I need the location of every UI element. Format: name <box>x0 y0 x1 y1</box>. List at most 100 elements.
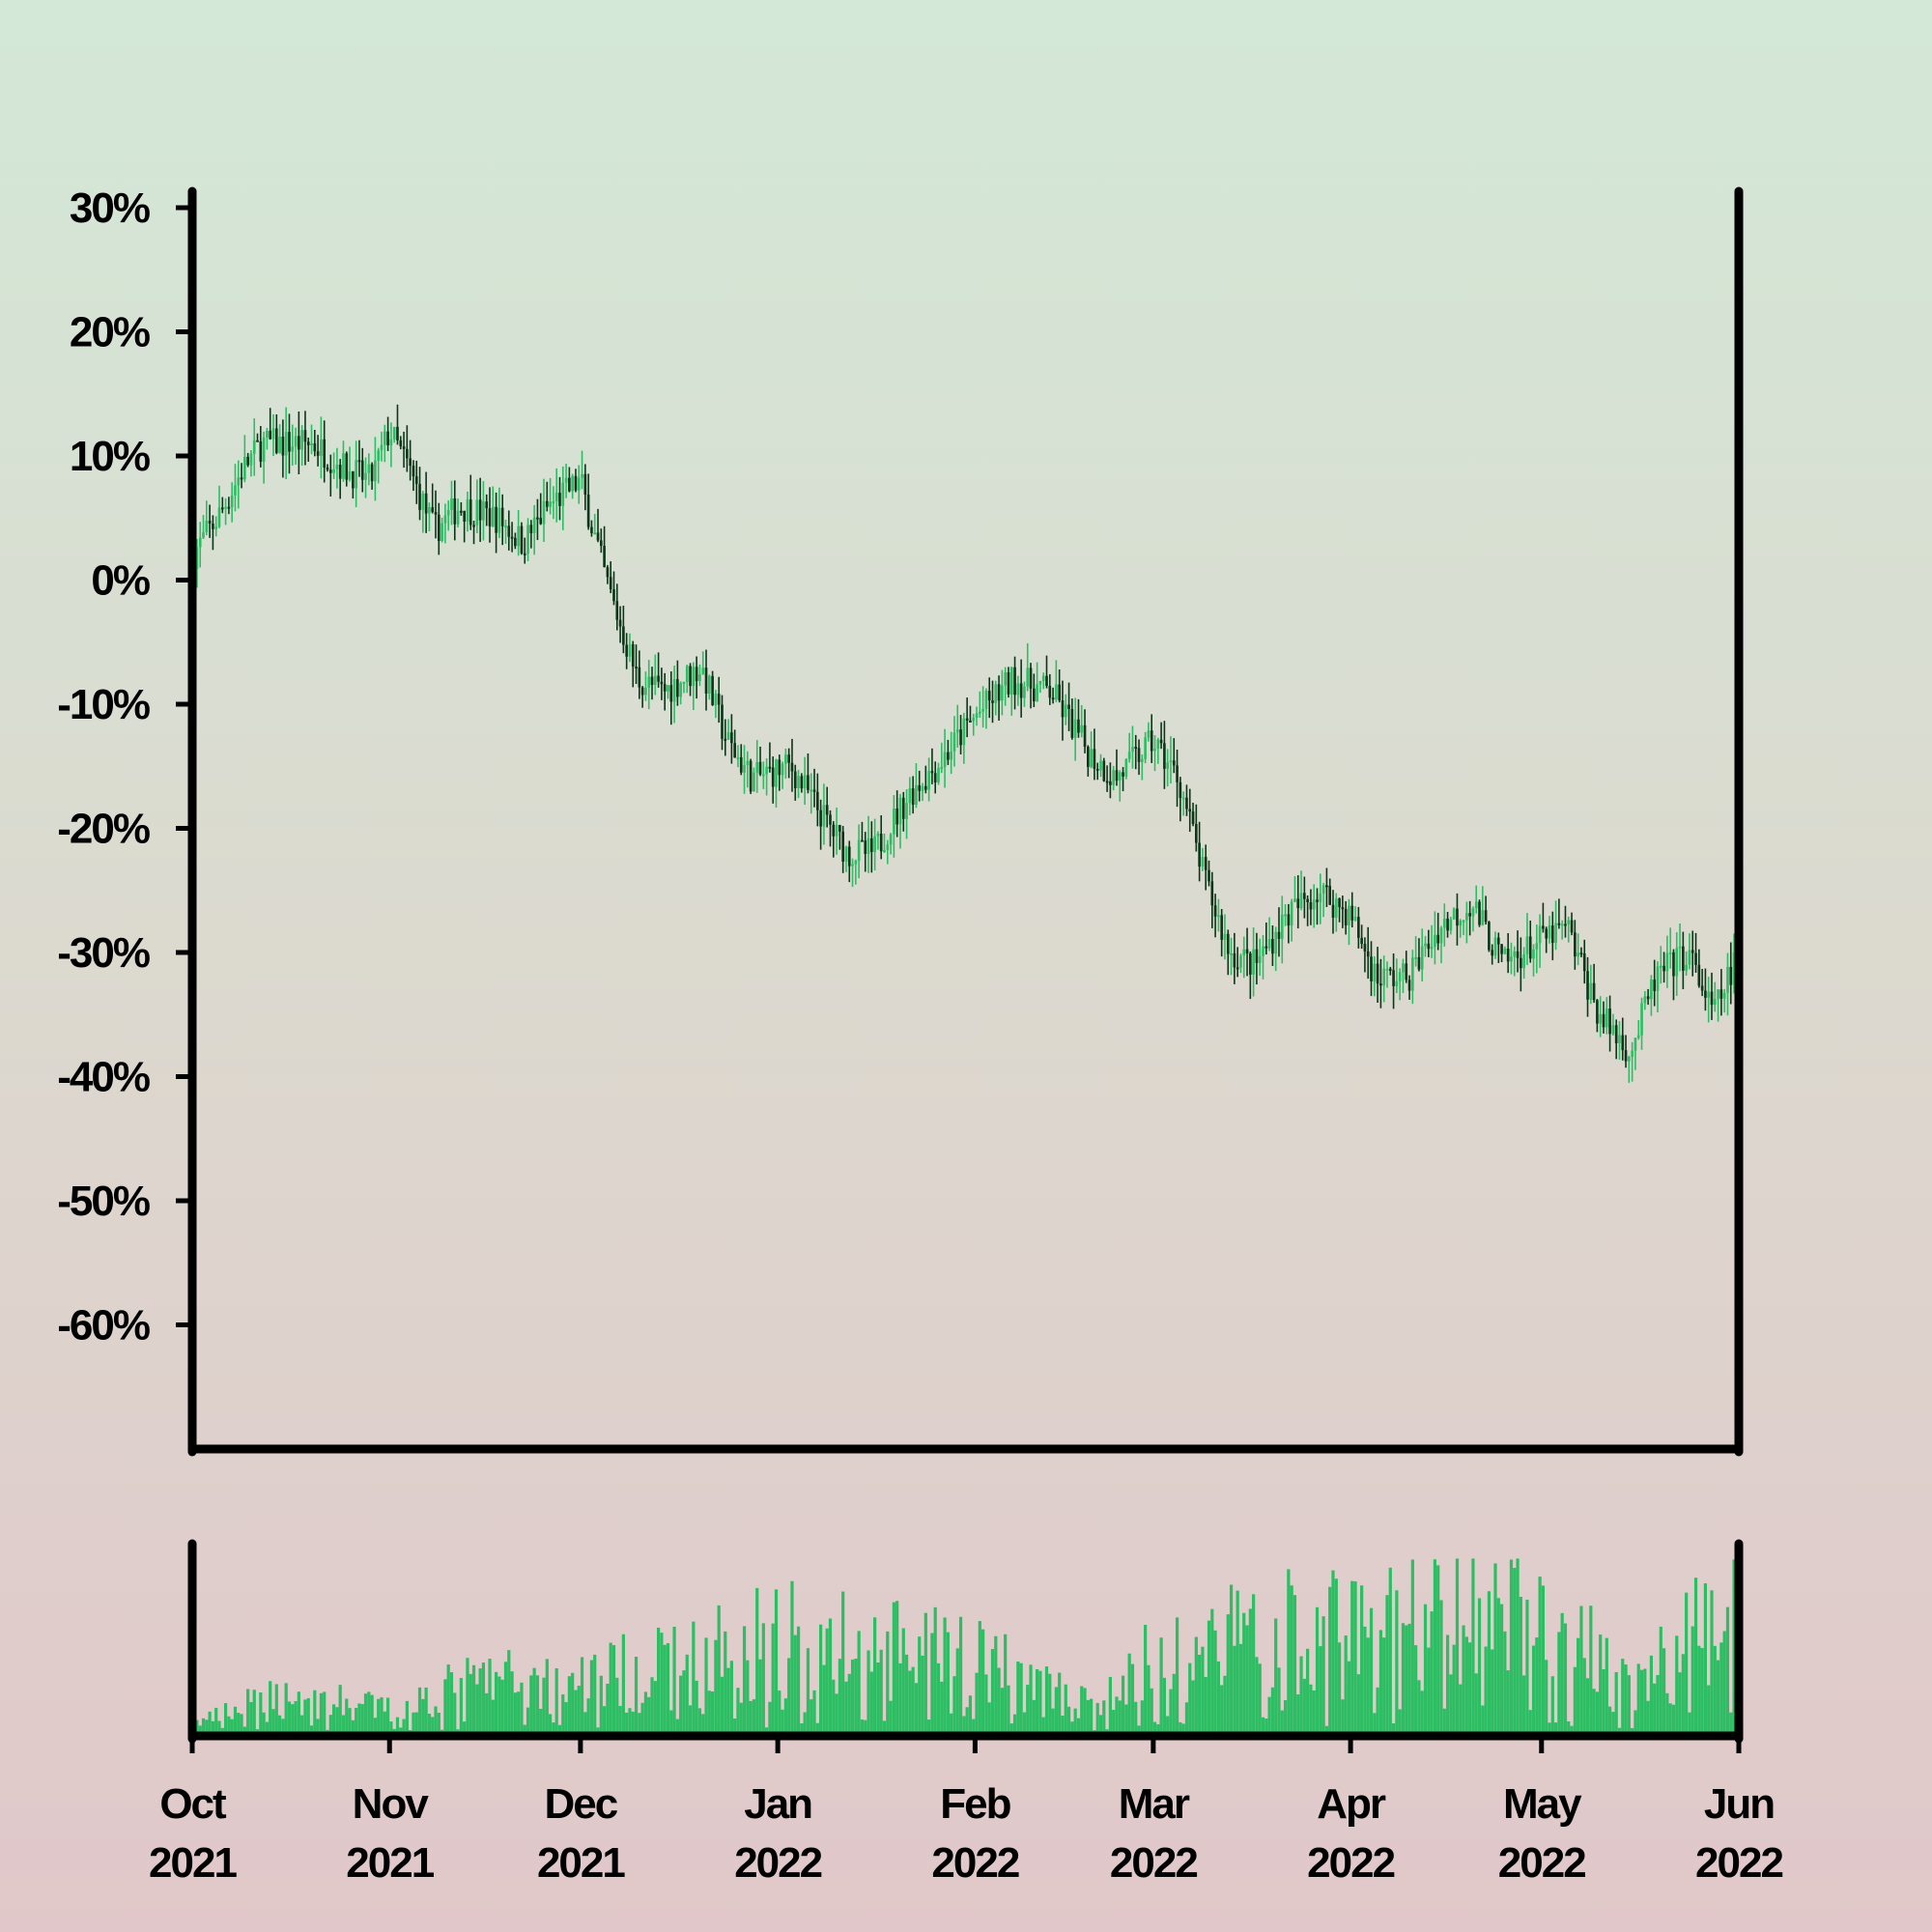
y-tick-label: -50% <box>57 1178 150 1225</box>
volume-bar <box>554 1668 558 1732</box>
candle-body <box>1439 927 1443 944</box>
candle-body <box>1118 772 1122 781</box>
volume-bar <box>574 1690 578 1732</box>
volume-bar <box>1105 1729 1109 1732</box>
candle-body <box>749 760 753 792</box>
candle-body <box>1363 944 1367 952</box>
volume-bar <box>647 1696 651 1732</box>
candle-body <box>981 708 984 712</box>
volume-bar <box>955 1648 959 1732</box>
candle-body <box>214 526 218 529</box>
candle-body <box>657 675 660 682</box>
candle-body <box>1264 946 1268 949</box>
volume-bar <box>395 1717 400 1732</box>
x-tick-label-month: Jun <box>1704 1780 1774 1828</box>
candle-body <box>1682 946 1685 971</box>
volume-bar <box>1582 1658 1586 1732</box>
candle-body <box>765 766 768 775</box>
volume-bar <box>1036 1668 1039 1732</box>
volume-bar <box>1016 1662 1020 1732</box>
volume-bar <box>1639 1669 1644 1732</box>
candle-body <box>583 473 587 496</box>
candle-body <box>838 824 841 832</box>
candle-body <box>564 477 568 483</box>
volume-bar <box>904 1654 909 1732</box>
candle-body <box>488 508 492 526</box>
candle-body <box>497 507 501 533</box>
candle-body <box>714 694 718 705</box>
volume-bar <box>1356 1674 1360 1732</box>
volume-bar <box>217 1720 221 1732</box>
volume-bar <box>351 1719 355 1732</box>
volume-bar <box>810 1699 813 1732</box>
volume-bar <box>1430 1611 1434 1732</box>
volume-bar <box>1585 1678 1590 1732</box>
candle-body <box>857 839 861 861</box>
candle-body <box>775 759 778 787</box>
candle-body <box>1516 951 1520 958</box>
candle-body <box>1341 907 1345 910</box>
candle-body <box>1395 980 1399 986</box>
candle-body <box>500 507 504 526</box>
volume-bar <box>274 1684 278 1732</box>
candle-body <box>424 493 428 514</box>
volume-bar <box>783 1698 787 1732</box>
candle-body <box>901 797 905 819</box>
volume-bar <box>596 1727 600 1732</box>
volume-bar <box>923 1612 927 1732</box>
volume-bar <box>726 1667 730 1732</box>
volume-bar <box>1095 1702 1099 1732</box>
volume-bar <box>469 1673 472 1732</box>
volume-bar <box>1147 1664 1151 1732</box>
candle-body <box>399 440 403 447</box>
candle-body <box>234 485 237 496</box>
volume-bar <box>889 1700 893 1732</box>
candle-body <box>781 763 784 776</box>
volume-bar <box>1277 1667 1281 1732</box>
candle-body <box>1599 1013 1603 1024</box>
volume-bar <box>1201 1646 1205 1732</box>
volume-bar <box>517 1691 521 1732</box>
volume-bar <box>1248 1608 1252 1732</box>
y-tick-label: -40% <box>57 1054 150 1101</box>
volume-bar <box>577 1686 581 1732</box>
volume-bar <box>1484 1646 1488 1732</box>
candle-body <box>1646 996 1650 1000</box>
candle-body <box>987 691 991 701</box>
candle-body <box>450 497 453 510</box>
volume-bar <box>625 1712 629 1732</box>
candle-body <box>1299 893 1303 909</box>
candle-body <box>778 759 781 776</box>
candle-body <box>905 803 908 819</box>
volume-bar <box>1255 1657 1259 1732</box>
candle-body <box>529 525 533 533</box>
volume-bar <box>1722 1631 1726 1732</box>
volume-bar <box>520 1682 524 1732</box>
volume-bar <box>1407 1623 1411 1732</box>
candle-body <box>396 426 399 440</box>
candle-body <box>889 834 893 845</box>
candle-body <box>1169 760 1173 763</box>
volume-bar <box>233 1706 238 1732</box>
volume-bar <box>787 1658 791 1732</box>
volume-bar <box>1599 1634 1603 1732</box>
volume-bar <box>297 1691 300 1732</box>
volume-bar <box>424 1687 428 1732</box>
volume-bar <box>869 1671 873 1732</box>
volume-bar <box>1545 1660 1548 1732</box>
candle-body <box>1640 1003 1643 1036</box>
candle-body <box>316 451 320 456</box>
volume-bar <box>491 1699 495 1732</box>
volume-bar <box>497 1676 501 1732</box>
candle-body <box>412 466 415 477</box>
candle-body <box>1596 1000 1599 1024</box>
volume-bar <box>287 1701 292 1732</box>
candle-body <box>955 729 959 733</box>
candle-body <box>195 547 199 570</box>
volume-bar <box>1048 1673 1052 1732</box>
candle-body <box>1137 748 1141 762</box>
volume-bar <box>303 1699 307 1732</box>
volume-bar <box>1509 1559 1514 1732</box>
candle-body <box>1163 743 1166 769</box>
volume-bar <box>1130 1663 1135 1732</box>
